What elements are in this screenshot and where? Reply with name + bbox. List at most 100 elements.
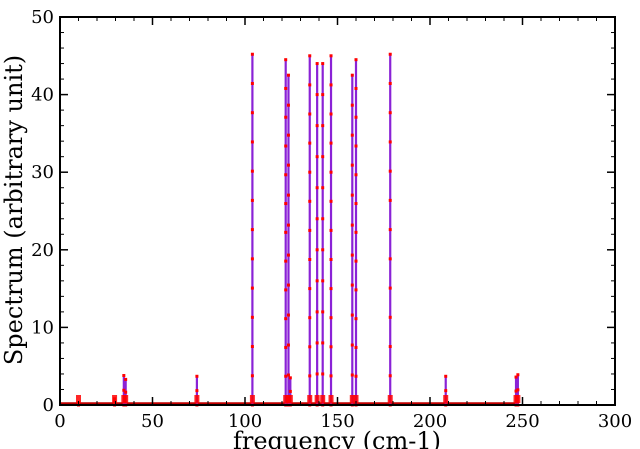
peak-base-marker-15 — [387, 395, 393, 403]
peak-marker-7-6 — [286, 223, 290, 227]
peak-marker-15-7 — [388, 198, 392, 202]
peak-marker-14-3 — [354, 317, 358, 321]
peak-marker-9-6 — [308, 228, 312, 232]
peak-marker-7-1 — [286, 373, 290, 377]
peak-marker-12-12 — [329, 54, 333, 58]
peak-marker-12-9 — [329, 141, 333, 145]
peak-marker-17-2 — [514, 375, 518, 379]
peak-marker-6-11 — [284, 86, 288, 90]
peak-marker-7-3 — [286, 313, 290, 317]
peak-marker-10-9 — [315, 124, 319, 128]
peak-marker-15-10 — [388, 111, 392, 115]
peak-marker-10-8 — [315, 155, 319, 159]
peak-marker-11-1 — [321, 372, 325, 376]
peak-marker-5-10 — [250, 111, 254, 115]
y-tick-label-5: 50 — [31, 7, 54, 28]
peak-marker-11-7 — [321, 186, 325, 190]
peak-marker-12-8 — [329, 170, 333, 174]
peak-base-marker-16 — [443, 395, 449, 403]
peak-marker-12-7 — [329, 199, 333, 203]
peak-marker-15-6 — [388, 228, 392, 232]
peak-marker-15-9 — [388, 140, 392, 144]
y-tick-label-1: 10 — [31, 317, 54, 338]
peak-marker-5-5 — [250, 257, 254, 261]
peaks-layer — [77, 54, 519, 405]
peak-marker-15-5 — [388, 257, 392, 261]
peak-marker-6-2 — [284, 345, 288, 349]
peak-marker-14-12 — [354, 58, 358, 62]
peak-marker-7-7 — [286, 193, 290, 197]
y-axis-label: Spectrum (arbitrary unit) — [0, 55, 28, 365]
peak-marker-16-1 — [444, 389, 448, 393]
peak-marker-14-10 — [354, 115, 358, 119]
peak-marker-11-10 — [321, 93, 325, 97]
peak-marker-17-1 — [514, 389, 518, 393]
peak-marker-7-2 — [286, 343, 290, 347]
x-tick-label-5: 250 — [505, 411, 539, 432]
peak-marker-14-9 — [354, 144, 358, 148]
peak-marker-11-2 — [321, 341, 325, 345]
peak-marker-10-3 — [315, 310, 319, 314]
peak-marker-18-1 — [516, 388, 520, 392]
peak-marker-10-2 — [315, 341, 319, 345]
peak-base-marker-8 — [287, 395, 293, 403]
peak-base-marker-9 — [307, 395, 313, 403]
peak-marker-4-1 — [195, 389, 199, 393]
markers-layer — [76, 52, 521, 407]
x-tick-label-6: 300 — [598, 411, 632, 432]
peak-marker-15-2 — [388, 345, 392, 349]
x-tick-label-2: 100 — [228, 411, 262, 432]
peak-base-marker-12 — [328, 395, 334, 403]
peak-marker-12-11 — [329, 83, 333, 87]
peak-marker-11-6 — [321, 217, 325, 221]
peak-marker-9-5 — [308, 258, 312, 261]
peak-marker-13-9 — [350, 133, 354, 137]
peak-marker-5-3 — [250, 315, 254, 319]
peak-marker-13-10 — [350, 103, 354, 107]
peak-marker-10-4 — [315, 279, 319, 283]
x-axis-label: frequency (cm-1) — [233, 427, 441, 449]
peak-marker-14-5 — [354, 259, 358, 263]
peak-marker-13-2 — [350, 343, 354, 347]
x-tick-label-0: 0 — [54, 411, 65, 432]
peak-marker-5-6 — [250, 228, 254, 232]
peak-marker-5-4 — [250, 286, 254, 290]
peak-marker-18-2 — [516, 373, 520, 377]
peak-marker-15-3 — [388, 315, 392, 319]
peak-marker-16-2 — [444, 374, 448, 378]
peak-marker-6-10 — [284, 115, 288, 119]
peak-marker-8-1 — [288, 389, 292, 393]
peak-marker-5-11 — [250, 81, 254, 85]
x-tick-label-1: 50 — [141, 411, 164, 432]
peak-marker-10-1 — [315, 372, 319, 376]
peak-marker-5-7 — [250, 198, 254, 202]
peak-base-marker-5 — [249, 395, 255, 403]
peak-marker-14-7 — [354, 202, 358, 206]
peak-marker-7-9 — [286, 133, 290, 137]
peak-base-marker-3 — [123, 395, 129, 403]
peak-base-marker-6 — [283, 395, 289, 403]
peak-marker-9-12 — [308, 54, 312, 58]
peak-marker-5-8 — [250, 169, 254, 173]
peak-marker-15-8 — [388, 169, 392, 173]
peak-marker-13-6 — [350, 223, 354, 227]
peak-marker-9-9 — [308, 141, 312, 145]
peak-marker-2-2 — [122, 374, 126, 378]
peak-marker-6-3 — [284, 317, 288, 321]
peak-marker-7-11 — [286, 73, 290, 77]
peak-marker-13-11 — [350, 73, 354, 77]
peak-marker-6-7 — [284, 202, 288, 206]
peak-base-marker-1 — [112, 395, 118, 403]
peak-marker-6-9 — [284, 144, 288, 148]
peak-marker-12-2 — [329, 345, 333, 349]
peak-marker-15-4 — [388, 286, 392, 290]
peak-base-marker-14 — [353, 395, 359, 403]
peak-marker-5-9 — [250, 140, 254, 144]
peak-marker-13-1 — [350, 373, 354, 377]
plot-frame — [59, 16, 616, 406]
peak-marker-10-10 — [315, 93, 319, 97]
peak-marker-12-10 — [329, 112, 333, 116]
peak-marker-7-5 — [286, 253, 290, 257]
y-tick-label-0: 0 — [43, 395, 54, 416]
